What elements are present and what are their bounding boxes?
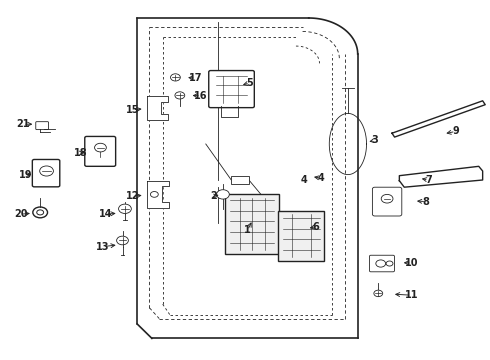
Circle shape [217,190,229,199]
Text: 6: 6 [313,222,319,232]
Polygon shape [147,181,169,208]
Circle shape [175,92,185,99]
Circle shape [150,192,158,197]
Polygon shape [392,101,485,137]
FancyBboxPatch shape [278,211,324,261]
Circle shape [386,261,393,266]
Circle shape [33,207,48,218]
Text: 12: 12 [125,191,139,201]
Text: 8: 8 [423,197,430,207]
Circle shape [119,204,131,213]
Polygon shape [147,96,168,120]
Text: 7: 7 [425,175,432,185]
FancyBboxPatch shape [372,187,402,216]
FancyBboxPatch shape [36,122,49,130]
FancyBboxPatch shape [32,159,60,187]
Circle shape [171,74,180,81]
Circle shape [376,260,386,267]
FancyBboxPatch shape [85,136,116,166]
Text: 19: 19 [19,170,32,180]
Text: 17: 17 [189,73,203,83]
Circle shape [37,210,44,215]
Text: 13: 13 [96,242,110,252]
Circle shape [374,290,383,297]
Text: 4: 4 [300,175,307,185]
Text: 10: 10 [405,258,418,268]
Circle shape [95,143,106,152]
Text: 16: 16 [194,91,208,101]
Text: 21: 21 [16,119,30,129]
Text: 4: 4 [318,173,324,183]
Text: 14: 14 [98,209,112,219]
Text: 15: 15 [125,105,139,115]
Text: 11: 11 [405,290,418,300]
Text: 20: 20 [14,209,27,219]
FancyBboxPatch shape [369,255,394,272]
Text: 2: 2 [210,191,217,201]
Text: 18: 18 [74,148,88,158]
Text: 5: 5 [246,78,253,88]
Text: 3: 3 [371,135,378,145]
Circle shape [117,236,128,245]
Text: 1: 1 [244,225,251,235]
FancyBboxPatch shape [231,176,249,184]
Polygon shape [399,166,483,187]
FancyBboxPatch shape [209,71,254,108]
Text: 9: 9 [452,126,459,136]
FancyBboxPatch shape [225,194,279,254]
Circle shape [40,166,53,176]
Circle shape [381,194,393,203]
